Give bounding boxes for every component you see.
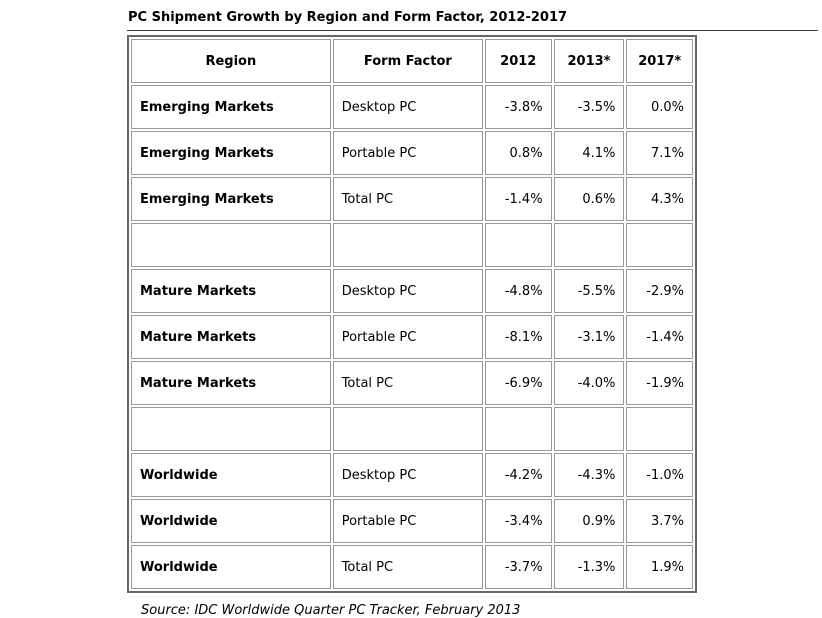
cell-region: Worldwide bbox=[131, 453, 331, 497]
cell-form-factor: Desktop PC bbox=[332, 453, 483, 497]
spacer-row bbox=[131, 223, 693, 267]
cell-2012: -6.9% bbox=[484, 361, 552, 405]
cell-form-factor bbox=[332, 407, 483, 451]
cell-2017: 3.7% bbox=[626, 499, 693, 543]
cell-2013: 0.6% bbox=[553, 177, 625, 221]
table-row: Mature Markets Portable PC -8.1% -3.1% -… bbox=[131, 315, 693, 359]
cell-region: Mature Markets bbox=[131, 269, 331, 313]
cell-region: Emerging Markets bbox=[131, 85, 331, 129]
col-header-2012: 2012 bbox=[484, 39, 552, 83]
cell-2012 bbox=[484, 223, 552, 267]
cell-form-factor: Total PC bbox=[332, 177, 483, 221]
cell-form-factor: Desktop PC bbox=[332, 85, 483, 129]
table-row: Worldwide Total PC -3.7% -1.3% 1.9% bbox=[131, 545, 693, 589]
col-header-region: Region bbox=[131, 39, 331, 83]
cell-2017: 0.0% bbox=[626, 85, 693, 129]
cell-2012: -4.2% bbox=[484, 453, 552, 497]
col-header-2017: 2017* bbox=[626, 39, 693, 83]
cell-2017: -1.0% bbox=[626, 453, 693, 497]
table-row: Worldwide Desktop PC -4.2% -4.3% -1.0% bbox=[131, 453, 693, 497]
cell-2017: -2.9% bbox=[626, 269, 693, 313]
cell-form-factor: Portable PC bbox=[332, 315, 483, 359]
cell-region bbox=[131, 223, 331, 267]
pc-shipment-growth-table: Region Form Factor 2012 2013* 2017* Emer… bbox=[127, 35, 697, 593]
cell-region: Worldwide bbox=[131, 499, 331, 543]
cell-2017: 1.9% bbox=[626, 545, 693, 589]
cell-form-factor: Total PC bbox=[332, 545, 483, 589]
table-row: Worldwide Portable PC -3.4% 0.9% 3.7% bbox=[131, 499, 693, 543]
cell-2017: -1.4% bbox=[626, 315, 693, 359]
cell-region bbox=[131, 407, 331, 451]
cell-2013: 4.1% bbox=[553, 131, 625, 175]
table-row: Emerging Markets Portable PC 0.8% 4.1% 7… bbox=[131, 131, 693, 175]
cell-region: Emerging Markets bbox=[131, 177, 331, 221]
table-row: Mature Markets Total PC -6.9% -4.0% -1.9… bbox=[131, 361, 693, 405]
table-row: Emerging Markets Total PC -1.4% 0.6% 4.3… bbox=[131, 177, 693, 221]
cell-2012: -1.4% bbox=[484, 177, 552, 221]
cell-2012: -3.8% bbox=[484, 85, 552, 129]
cell-2012: -3.4% bbox=[484, 499, 552, 543]
cell-region: Mature Markets bbox=[131, 315, 331, 359]
cell-2012: -8.1% bbox=[484, 315, 552, 359]
cell-2012: 0.8% bbox=[484, 131, 552, 175]
cell-2013: -4.3% bbox=[553, 453, 625, 497]
cell-form-factor: Desktop PC bbox=[332, 269, 483, 313]
cell-2013 bbox=[553, 223, 625, 267]
table-row: Mature Markets Desktop PC -4.8% -5.5% -2… bbox=[131, 269, 693, 313]
cell-region: Emerging Markets bbox=[131, 131, 331, 175]
cell-2017: 4.3% bbox=[626, 177, 693, 221]
cell-region: Worldwide bbox=[131, 545, 331, 589]
col-header-form-factor: Form Factor bbox=[332, 39, 483, 83]
cell-region: Mature Markets bbox=[131, 361, 331, 405]
cell-2013: -1.3% bbox=[553, 545, 625, 589]
cell-2017: -1.9% bbox=[626, 361, 693, 405]
cell-2012: -3.7% bbox=[484, 545, 552, 589]
cell-2012 bbox=[484, 407, 552, 451]
table-row: Emerging Markets Desktop PC -3.8% -3.5% … bbox=[131, 85, 693, 129]
cell-2013: -3.1% bbox=[553, 315, 625, 359]
cell-form-factor: Total PC bbox=[332, 361, 483, 405]
page-title: PC Shipment Growth by Region and Form Fa… bbox=[127, 10, 818, 31]
cell-2013: -4.0% bbox=[553, 361, 625, 405]
cell-2013: -3.5% bbox=[553, 85, 625, 129]
cell-form-factor: Portable PC bbox=[332, 131, 483, 175]
cell-form-factor bbox=[332, 223, 483, 267]
cell-2013 bbox=[553, 407, 625, 451]
cell-2013: -5.5% bbox=[553, 269, 625, 313]
cell-2017 bbox=[626, 407, 693, 451]
source-note: Source: IDC Worldwide Quarter PC Tracker… bbox=[141, 603, 521, 618]
cell-2017: 7.1% bbox=[626, 131, 693, 175]
cell-2012: -4.8% bbox=[484, 269, 552, 313]
cell-2013: 0.9% bbox=[553, 499, 625, 543]
header-row: Region Form Factor 2012 2013* 2017* bbox=[131, 39, 693, 83]
cell-2017 bbox=[626, 223, 693, 267]
spacer-row bbox=[131, 407, 693, 451]
cell-form-factor: Portable PC bbox=[332, 499, 483, 543]
col-header-2013: 2013* bbox=[553, 39, 625, 83]
